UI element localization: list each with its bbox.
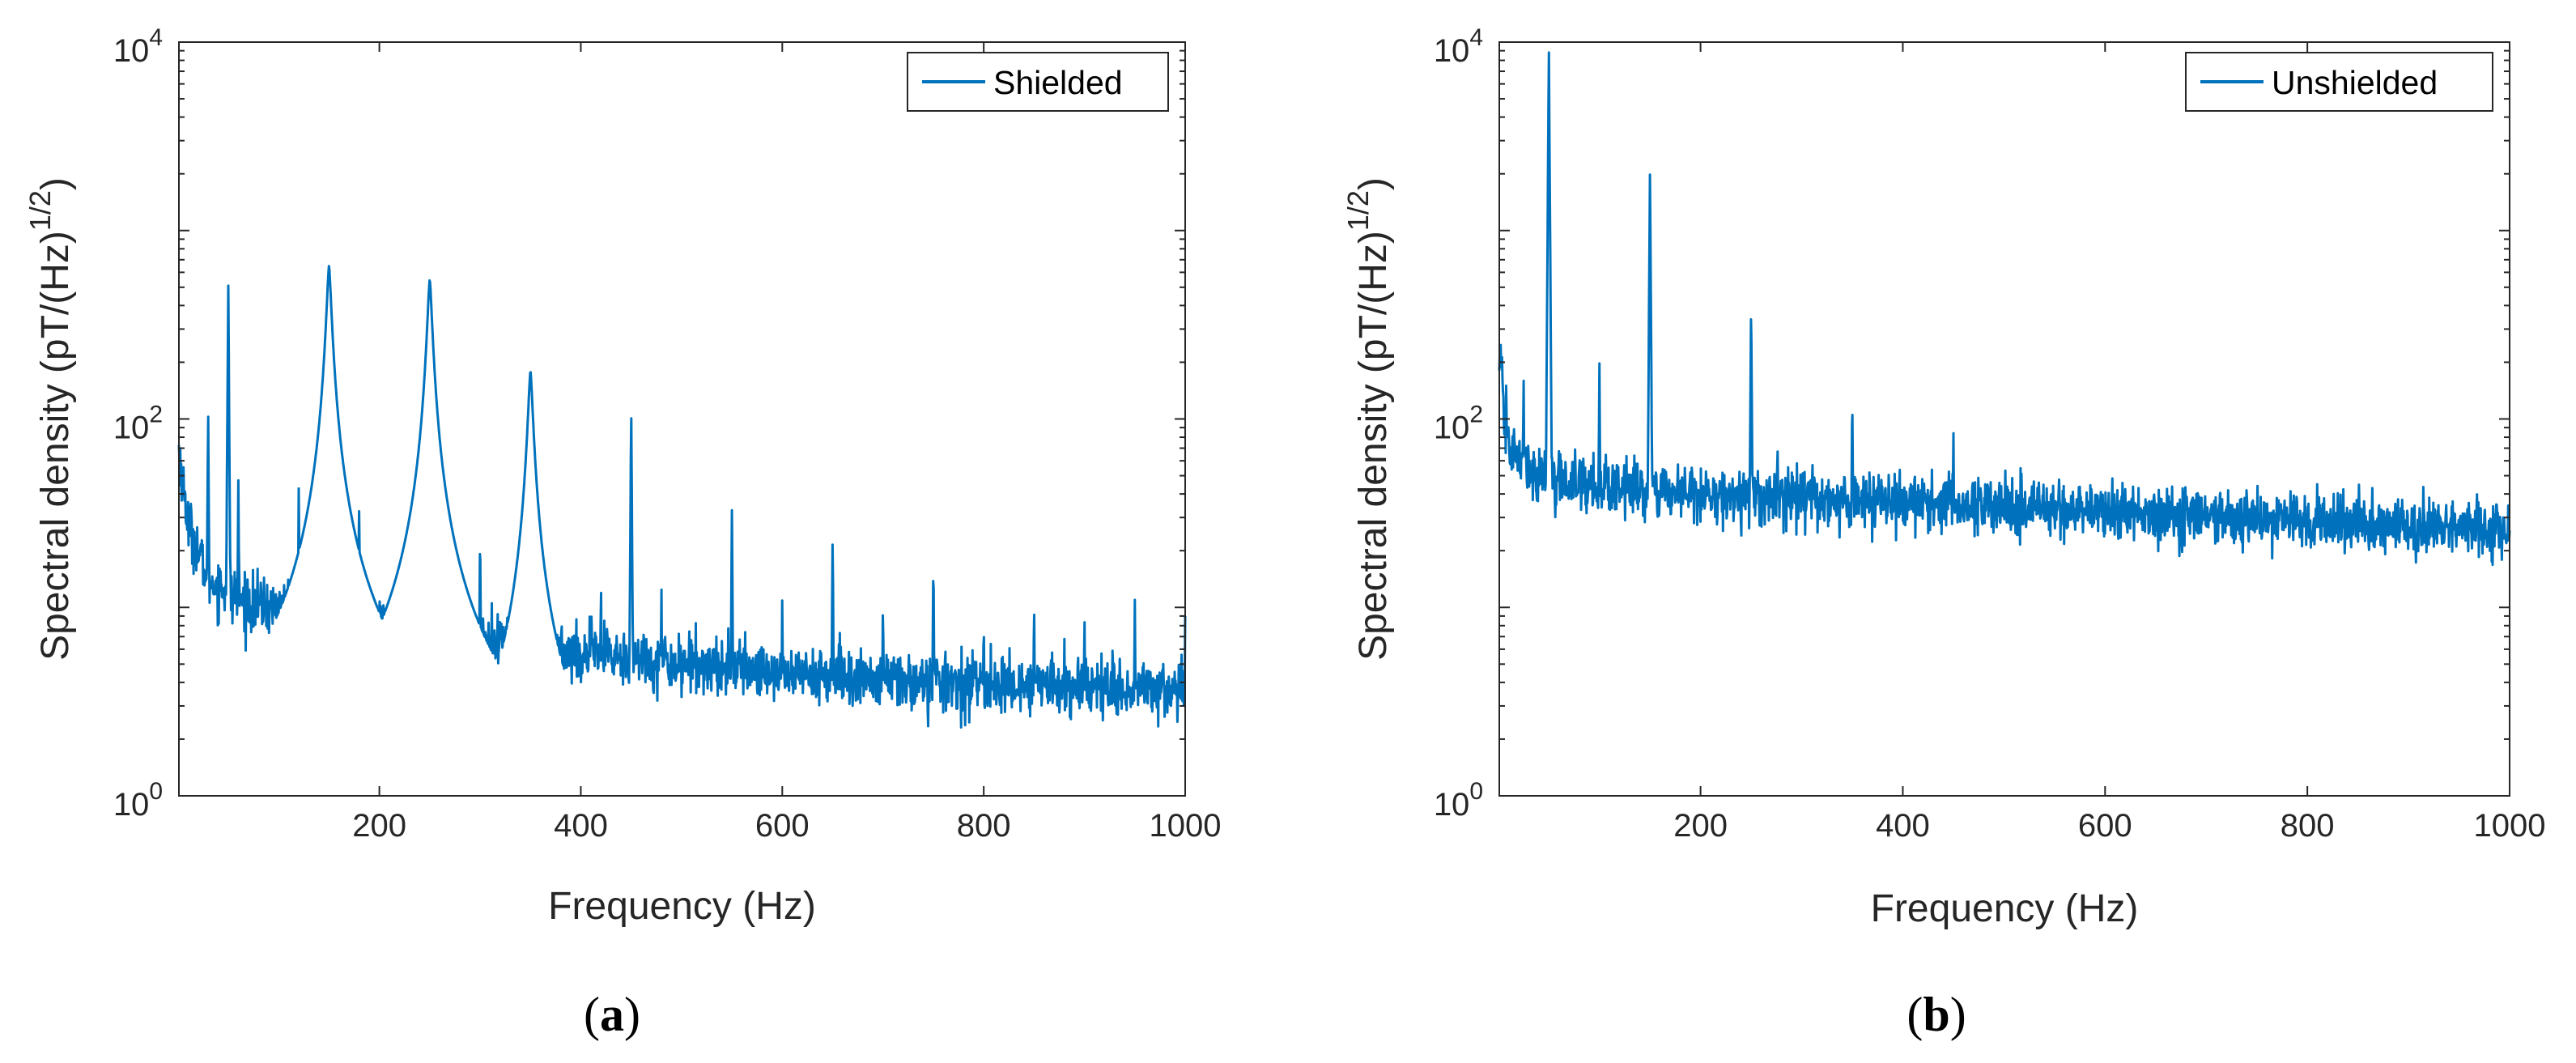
legend-label: Shielded (993, 64, 1123, 101)
y-tick-label: 100 (113, 778, 163, 823)
spectrum-line (1498, 51, 2511, 567)
spectrum-line (177, 265, 1187, 729)
chart-panel-2: 200 400 600 800 1000 100 102 104 Frequency (Hz) S… (1341, 24, 2545, 930)
legend: Shielded (907, 52, 1169, 112)
x-axis-label: Frequency (Hz) (548, 885, 816, 928)
x-tick-label: 200 (352, 808, 406, 844)
x-tick-label: 400 (1876, 808, 1930, 844)
panel-label: (b) (1906, 988, 1966, 1041)
x-tick-label: 600 (2078, 808, 2132, 844)
y-axis-label: Spectral density (pT/(Hz)1/2) (23, 177, 77, 661)
legend-label: Unshielded (2272, 64, 2438, 101)
legend: Unshielded (2185, 52, 2493, 112)
y-tick-label: 104 (113, 24, 163, 69)
y-tick-label: 102 (1434, 402, 1483, 446)
x-tick-label: 200 (1673, 808, 1728, 844)
x-tick-label: 600 (755, 808, 810, 844)
y-tick-label: 102 (113, 402, 163, 446)
y-tick-label: 104 (1434, 24, 1483, 69)
x-tick-label: 400 (554, 808, 608, 844)
y-axis-label: Spectral density (pT/(Hz)1/2) (1341, 177, 1395, 661)
x-tick-label: 800 (2281, 808, 2335, 844)
x-tick-label: 1000 (1150, 808, 1222, 844)
x-tick-label: 1000 (2474, 808, 2546, 844)
chart-panel-1: 200 400 600 800 1000 100 102 104 Frequency (Hz) S… (23, 24, 1221, 928)
panel-label: (a) (584, 988, 640, 1041)
x-tick-label: 800 (957, 808, 1011, 844)
x-axis-label: Frequency (Hz) (1871, 887, 2139, 930)
y-tick-label: 100 (1434, 778, 1483, 823)
plot-area (1499, 42, 2510, 796)
